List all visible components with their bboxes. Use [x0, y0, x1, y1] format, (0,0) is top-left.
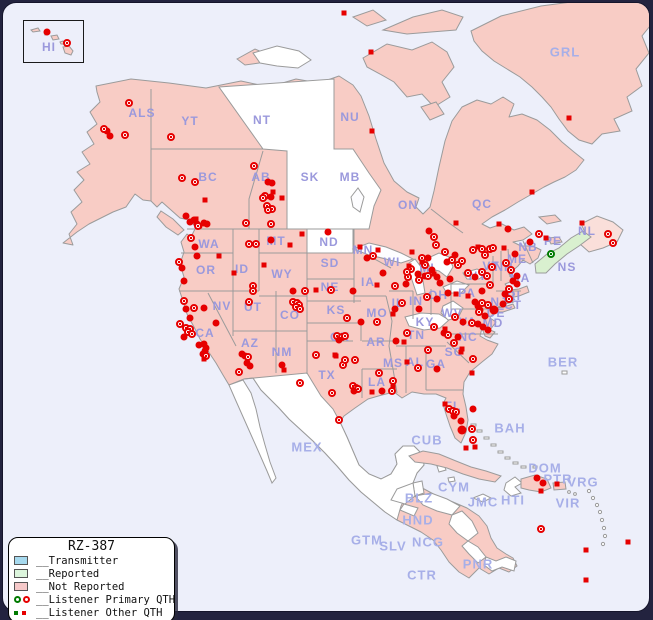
region-nd	[306, 228, 354, 254]
reported-swatch-icon	[14, 569, 36, 578]
legend-row-not-reported: __Not Reported	[9, 580, 174, 593]
map-panel	[2, 2, 650, 612]
legend-title: RZ-387	[68, 539, 115, 554]
islands-bahamas	[470, 423, 538, 469]
region-nt-sk-mb	[218, 78, 382, 230]
transmitter-swatch-icon	[14, 556, 36, 565]
legend-label: __Listener Other QTH	[36, 606, 163, 619]
region-haiti	[503, 476, 523, 497]
legend-row-other-qth: __Listener Other QTH	[9, 606, 174, 619]
region-ky	[404, 312, 450, 331]
legend-box: RZ-387 __Transmitter __Reported __Not Re…	[8, 537, 175, 620]
region-nova-scotia	[534, 230, 592, 274]
legend-label: __Transmitter	[36, 554, 119, 567]
region-guatemala	[390, 482, 416, 505]
region-panama	[483, 556, 517, 572]
island-cayman	[447, 476, 456, 483]
other-qth-squares-icon	[14, 610, 36, 615]
hawaii-inset-frame	[23, 20, 84, 63]
map-surface[interactable]	[2, 2, 650, 612]
region-costa-rica	[461, 540, 487, 564]
state-borders	[150, 89, 534, 398]
region-mexico	[243, 372, 425, 521]
primary-qth-rings-icon	[14, 596, 36, 603]
region-honduras	[414, 492, 461, 516]
region-victoria-island	[252, 45, 312, 69]
legend-label: __Listener Primary QTH	[36, 593, 176, 606]
region-el-salvador	[399, 503, 419, 517]
legend-row-transmitter: __Transmitter	[9, 554, 174, 567]
continent-landmass	[62, 75, 585, 579]
legend-row-reported: __Reported	[9, 567, 174, 580]
island-bermuda	[561, 370, 568, 375]
caribbean-islands	[408, 450, 567, 493]
lake-winnipeg	[350, 187, 365, 213]
greenland	[470, 3, 649, 145]
arctic-islands	[156, 9, 563, 245]
region-baja	[228, 379, 277, 484]
island-jamaica	[471, 493, 493, 503]
legend-label: __Reported	[36, 567, 100, 580]
region-dominican-republic	[520, 474, 552, 493]
legend-row-primary-qth: __Listener Primary QTH	[9, 593, 176, 606]
lesser-antilles	[567, 488, 608, 547]
region-nicaragua	[448, 510, 479, 542]
island-puerto-rico	[552, 481, 567, 491]
legend-label: __Not Reported	[36, 580, 125, 593]
island-cuba	[408, 450, 502, 483]
not-reported-swatch-icon	[14, 582, 36, 591]
neutral-regions	[218, 45, 568, 572]
